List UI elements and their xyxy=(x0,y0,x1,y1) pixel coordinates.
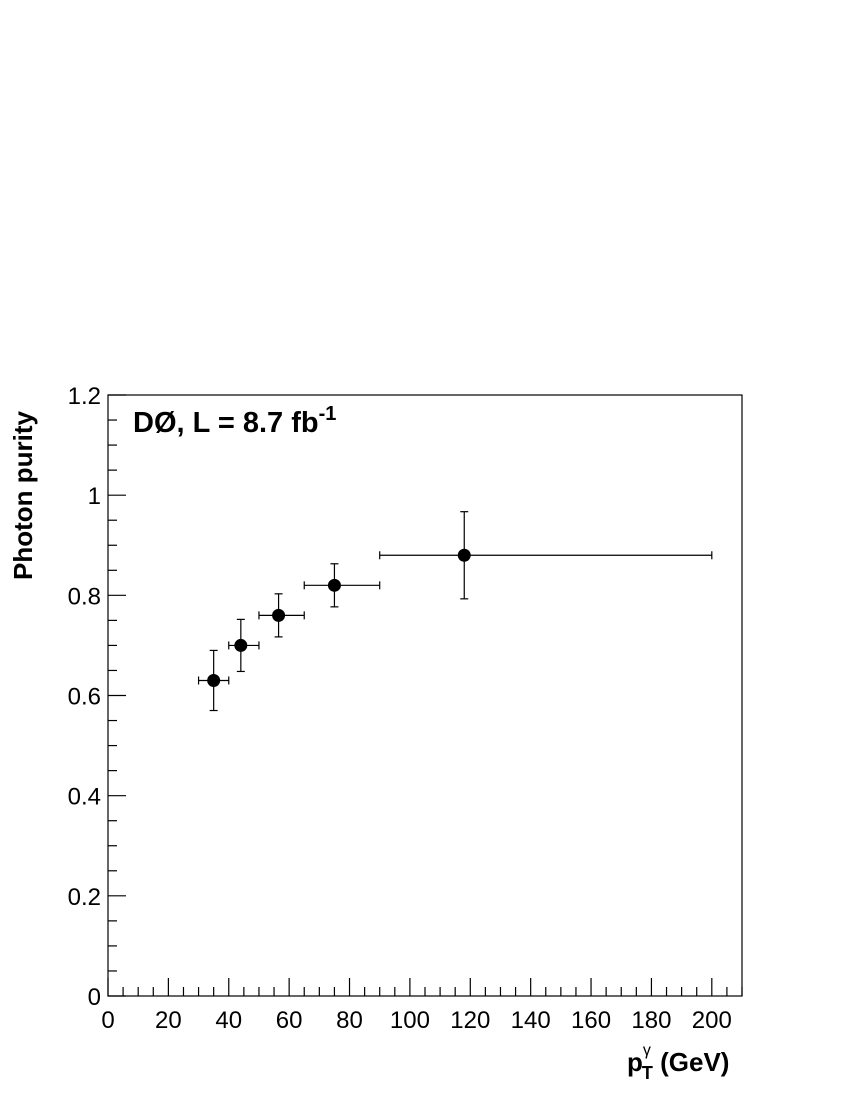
x-tick-label: 60 xyxy=(276,1007,303,1034)
x-tick-label: 120 xyxy=(450,1007,490,1034)
x-axis-title-subscript: T xyxy=(642,1063,653,1083)
y-tick-label: 0.6 xyxy=(68,684,101,711)
x-tick-label: 40 xyxy=(215,1007,242,1034)
y-tick-label: 1.2 xyxy=(68,383,101,410)
x-tick-label: 0 xyxy=(101,1007,114,1034)
x-axis-title-superscript: γ xyxy=(643,1042,651,1059)
annotation-superscript: -1 xyxy=(319,403,337,425)
x-tick-label: 80 xyxy=(336,1007,363,1034)
x-axis-title-main: p xyxy=(627,1047,643,1077)
x-tick-label: 160 xyxy=(571,1007,611,1034)
data-point xyxy=(272,608,286,622)
chart-annotation: DØ, L = 8.7 fb-1 xyxy=(133,403,336,439)
data-point xyxy=(457,548,471,562)
y-tick-label: 0 xyxy=(88,984,101,1011)
x-axis-title-unit: (GeV) xyxy=(653,1047,730,1077)
plot-frame xyxy=(107,394,743,997)
x-tick-label: 100 xyxy=(390,1007,430,1034)
y-axis-title: Photon purity xyxy=(8,410,38,580)
x-tick-label: 140 xyxy=(511,1007,551,1034)
data-point xyxy=(234,638,248,652)
y-tick-label: 1 xyxy=(88,483,101,510)
x-tick-label: 20 xyxy=(155,1007,182,1034)
x-tick-label: 180 xyxy=(631,1007,671,1034)
y-tick-label: 0.2 xyxy=(68,884,101,911)
data-point xyxy=(327,578,341,592)
data-point xyxy=(207,673,221,687)
y-tick-label: 0.8 xyxy=(68,583,101,610)
x-axis-title: pγ T (GeV) xyxy=(627,1042,729,1083)
y-tick-label: 0.4 xyxy=(68,784,101,811)
x-tick-label: 200 xyxy=(692,1007,732,1034)
annotation-main: DØ, L = 8.7 fb xyxy=(133,407,319,439)
